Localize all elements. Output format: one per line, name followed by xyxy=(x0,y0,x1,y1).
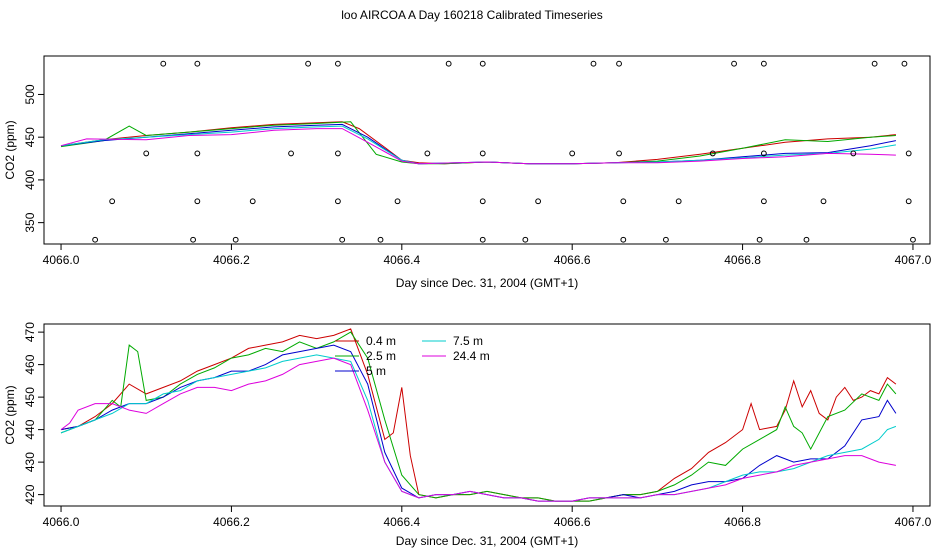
marker-point xyxy=(335,60,341,67)
series-lines xyxy=(60,328,897,502)
legend-label: 0.4 m xyxy=(366,334,396,348)
x-axis-label: Day since Dec. 31, 2004 (GMT+1) xyxy=(396,534,578,548)
y-axis-label: CO2 (ppm) xyxy=(3,120,17,179)
marker-point xyxy=(675,198,682,205)
x-axis: 4066.0 4066.2 4066.4 4066.6 4066.8 4067.0 xyxy=(43,506,932,529)
marker-point xyxy=(194,198,201,205)
marker-point xyxy=(479,198,486,205)
marker-point xyxy=(232,236,239,243)
marker-point xyxy=(288,150,294,157)
series-line xyxy=(60,331,897,502)
x-tick-label: 4067.0 xyxy=(895,253,932,267)
legend-label: 5 m xyxy=(366,364,386,378)
plot-frame xyxy=(43,323,931,507)
marker-point xyxy=(760,60,767,67)
marker-point xyxy=(620,236,627,243)
marker-point xyxy=(394,198,401,205)
marker-point xyxy=(731,60,737,67)
x-tick-label: 4066.6 xyxy=(554,515,591,529)
marker-point xyxy=(620,198,627,205)
x-tick-label: 4067.0 xyxy=(895,515,932,529)
marker-point xyxy=(143,150,150,157)
series-line xyxy=(60,128,896,165)
x-axis-label: Day since Dec. 31, 2004 (GMT+1) xyxy=(396,276,578,290)
legend-label: 2.5 m xyxy=(366,349,396,363)
x-tick-label: 4066.0 xyxy=(43,515,80,529)
marker-point xyxy=(335,198,341,205)
y-axis: 350 400 450 500 xyxy=(23,84,44,233)
x-tick-label: 4066.6 xyxy=(554,253,591,267)
figure-title: loo AIRCOA A Day 160218 Calibrated Times… xyxy=(341,8,602,22)
y-axis-label: CO2 (ppm) xyxy=(3,385,17,444)
marker-point xyxy=(850,150,857,157)
marker-points xyxy=(92,60,916,243)
marker-point xyxy=(803,236,810,243)
series-line xyxy=(60,344,897,502)
series-line xyxy=(60,125,896,165)
x-tick-label: 4066.8 xyxy=(724,253,761,267)
x-tick-label: 4066.4 xyxy=(383,253,420,267)
x-tick-label: 4066.2 xyxy=(213,253,250,267)
x-tick-label: 4066.8 xyxy=(724,515,761,529)
marker-point xyxy=(92,236,99,243)
y-tick-label: 470 xyxy=(23,322,37,342)
marker-point xyxy=(663,236,669,243)
legend: 0.4 m2.5 m5 m 7.5 m24.4 m xyxy=(335,334,490,378)
marker-point xyxy=(479,60,486,67)
x-axis: 4066.0 4066.2 4066.4 4066.6 4066.8 4067.0 xyxy=(43,244,932,267)
top-panel: 4066.0 4066.2 4066.4 4066.6 4066.8 4067.0 350… xyxy=(3,55,932,290)
marker-point xyxy=(616,60,622,67)
x-tick-label: 4066.4 xyxy=(383,515,420,529)
marker-point xyxy=(335,150,341,157)
marker-point xyxy=(109,198,116,205)
series-line xyxy=(60,357,896,502)
y-tick-label: 450 xyxy=(23,127,37,147)
marker-point xyxy=(535,198,542,205)
bottom-panel: 4066.0 4066.2 4066.4 4066.6 4066.8 4067.0 420… xyxy=(3,322,932,548)
plot-frame xyxy=(43,55,931,245)
y-tick-label: 430 xyxy=(23,452,37,472)
marker-point xyxy=(194,150,201,157)
marker-point xyxy=(820,198,827,205)
marker-point xyxy=(910,236,916,243)
y-tick-label: 350 xyxy=(23,212,37,232)
marker-point xyxy=(760,150,767,157)
marker-point xyxy=(305,60,311,67)
y-tick-label: 460 xyxy=(23,354,37,374)
marker-point xyxy=(445,60,452,67)
marker-point xyxy=(424,150,431,157)
y-tick-label: 450 xyxy=(23,387,37,407)
legend-label: 24.4 m xyxy=(453,349,490,363)
marker-point xyxy=(569,150,576,157)
x-tick-label: 4066.2 xyxy=(213,515,250,529)
y-axis: 420 430 440 450 460 470 xyxy=(23,322,44,505)
marker-point xyxy=(377,236,384,243)
marker-point xyxy=(709,150,716,157)
y-tick-label: 500 xyxy=(23,84,37,104)
marker-point xyxy=(479,150,486,157)
marker-point xyxy=(905,198,912,205)
marker-point xyxy=(616,150,622,157)
series-lines xyxy=(60,121,896,165)
marker-point xyxy=(479,236,486,243)
marker-point xyxy=(160,60,167,67)
marker-point xyxy=(249,198,256,205)
marker-point xyxy=(871,60,878,67)
legend-label: 7.5 m xyxy=(453,334,483,348)
marker-point xyxy=(339,236,346,243)
marker-point xyxy=(194,60,201,67)
marker-point xyxy=(760,198,767,205)
marker-point xyxy=(522,236,529,243)
marker-point xyxy=(905,150,912,157)
marker-point xyxy=(756,236,763,243)
y-tick-label: 400 xyxy=(23,170,37,190)
marker-point xyxy=(190,236,196,243)
marker-point xyxy=(901,60,908,67)
y-tick-label: 440 xyxy=(23,419,37,439)
marker-point xyxy=(590,60,597,67)
x-tick-label: 4066.0 xyxy=(43,253,80,267)
y-tick-label: 420 xyxy=(23,484,37,504)
